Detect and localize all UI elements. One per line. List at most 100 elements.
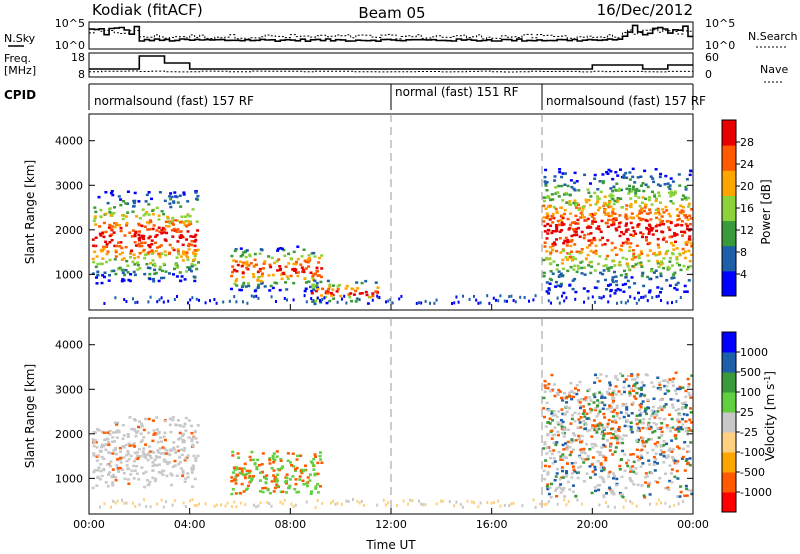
echo-cell [158, 230, 162, 234]
echo-cell [108, 207, 112, 210]
echo-cell [615, 182, 619, 185]
velocity-x-axis: 00:00 04:00 08:00 12:00 16:00 20:00 00:00 [73, 508, 709, 531]
echo-cell [326, 290, 330, 294]
echo-cell [658, 218, 662, 221]
echo-cell [192, 275, 196, 278]
echo-cell [568, 202, 571, 206]
echo-cell [184, 477, 188, 480]
echo-cell [639, 261, 643, 264]
echo-cell [188, 220, 192, 223]
echo-cell [636, 225, 640, 228]
echo-cell [162, 262, 166, 266]
echo-cell [656, 441, 660, 444]
echo-cell [643, 496, 647, 499]
echo-cell [586, 217, 590, 221]
echo-cell [195, 504, 198, 507]
echo-cell [546, 487, 550, 491]
colorbar-tick-label: 24 [740, 158, 754, 171]
echo-cell [119, 450, 122, 453]
echo-cell [673, 286, 677, 290]
echo-cell [562, 223, 566, 226]
echo-cell [617, 222, 621, 225]
echo-cell [574, 206, 578, 209]
echo-cell [630, 412, 634, 415]
echo-cell [677, 408, 680, 411]
echo-cell [572, 395, 575, 399]
echo-cell [275, 260, 279, 263]
echo-cell [624, 230, 628, 233]
echo-cell [557, 485, 561, 489]
echo-cell [621, 495, 625, 499]
echo-cell [114, 250, 118, 254]
echo-cell [261, 487, 265, 490]
echo-cell [597, 427, 601, 431]
echo-cell [642, 417, 646, 421]
echo-cell [374, 290, 378, 293]
echo-cell [160, 232, 164, 235]
echo-cell [119, 226, 123, 230]
echo-cell [609, 442, 613, 445]
echo-cell [360, 499, 363, 503]
echo-cell [279, 500, 282, 504]
echo-cell [579, 448, 583, 451]
echo-cell [634, 386, 638, 390]
colorbar-swatch [722, 220, 736, 247]
echo-cell [683, 284, 687, 288]
echo-cell [292, 262, 296, 266]
echo-cell [110, 505, 112, 509]
colorbar-tick-label: 16 [740, 202, 754, 215]
echo-cell [291, 268, 295, 271]
echo-cell [571, 287, 575, 291]
echo-cell [171, 465, 175, 468]
echo-cell [678, 184, 682, 187]
echo-cell [604, 459, 608, 462]
echo-cell [181, 469, 185, 473]
echo-cell [170, 483, 173, 487]
echo-cell [570, 462, 574, 465]
colorbar-swatch [722, 452, 736, 473]
echo-cell [603, 432, 606, 436]
echo-cell [181, 259, 185, 262]
echo-cell [148, 277, 152, 281]
echo-cell [565, 444, 569, 448]
echo-cell [103, 302, 106, 305]
echo-cell [664, 487, 668, 490]
echo-cell [593, 191, 597, 195]
echo-cell [499, 294, 502, 298]
echo-cell [305, 300, 308, 304]
echo-cell [110, 475, 114, 479]
echo-cell [680, 230, 683, 234]
echo-cell [138, 244, 142, 248]
echo-cell [100, 445, 104, 449]
echo-cell [164, 452, 168, 455]
echo-cell [560, 175, 564, 179]
echo-cell [565, 201, 569, 204]
echo-cell [595, 201, 599, 204]
echo-cell [154, 235, 158, 238]
echo-cell [261, 490, 265, 494]
echo-cell [671, 244, 675, 247]
echo-cell [145, 211, 149, 214]
echo-cell [594, 249, 598, 253]
echo-cell [558, 237, 562, 240]
echo-cell [597, 225, 601, 228]
echo-cell [611, 259, 615, 263]
echo-cell [602, 204, 606, 208]
echo-cell [236, 474, 240, 477]
colorbar-tick-label: -25 [740, 426, 758, 439]
echo-cell [126, 478, 130, 481]
echo-cell [178, 461, 182, 464]
echo-cell [584, 199, 588, 202]
echo-cell [675, 233, 679, 236]
echo-cell [276, 249, 280, 252]
echo-cell [596, 208, 600, 212]
echo-cell [170, 448, 174, 451]
echo-cell [597, 262, 600, 266]
echo-cell [356, 499, 359, 503]
echo-cell [682, 413, 686, 416]
echo-cell [343, 294, 346, 298]
echo-cell [659, 172, 663, 176]
echo-cell [179, 205, 183, 208]
echo-cell [611, 189, 615, 193]
echo-cell [656, 237, 660, 241]
